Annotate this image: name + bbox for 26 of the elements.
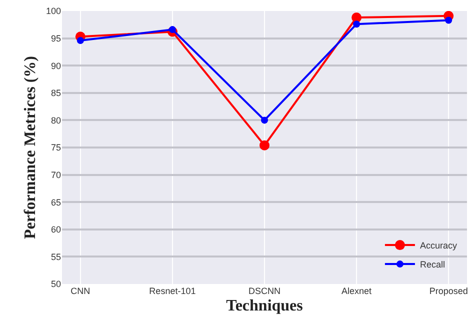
x-tick-label: Resnet-101 (149, 286, 196, 296)
y-tick-label: 75 (50, 142, 61, 153)
point (168, 26, 176, 34)
point (261, 116, 268, 124)
y-tick-label: 70 (50, 170, 61, 180)
y-tick-label: 90 (50, 60, 61, 71)
y-tick-label: 85 (50, 88, 61, 98)
point (445, 16, 452, 24)
y-axis-title: Performance Metrices (%) (22, 56, 39, 239)
x-tick-label: Alexnet (342, 286, 372, 296)
x-tick-label: CNN (70, 286, 90, 296)
legend-label: Accuracy (420, 240, 458, 251)
y-tick-label: 50 (50, 279, 61, 290)
y-tick-label: 55 (50, 252, 61, 262)
y-tick-label: 95 (50, 33, 61, 44)
point (76, 36, 84, 44)
y-tick-label: 65 (50, 197, 61, 208)
point (260, 140, 270, 150)
x-axis-title: Techniques (226, 298, 303, 315)
y-tick-label: 80 (50, 115, 61, 126)
y-tick-label: 100 (46, 6, 61, 16)
x-tick-label: DSCNN (248, 286, 281, 296)
y-tick-label: 60 (50, 224, 61, 235)
point (353, 20, 360, 28)
x-tick-label: Proposed (429, 286, 468, 296)
legend-label: Recall (420, 260, 445, 270)
